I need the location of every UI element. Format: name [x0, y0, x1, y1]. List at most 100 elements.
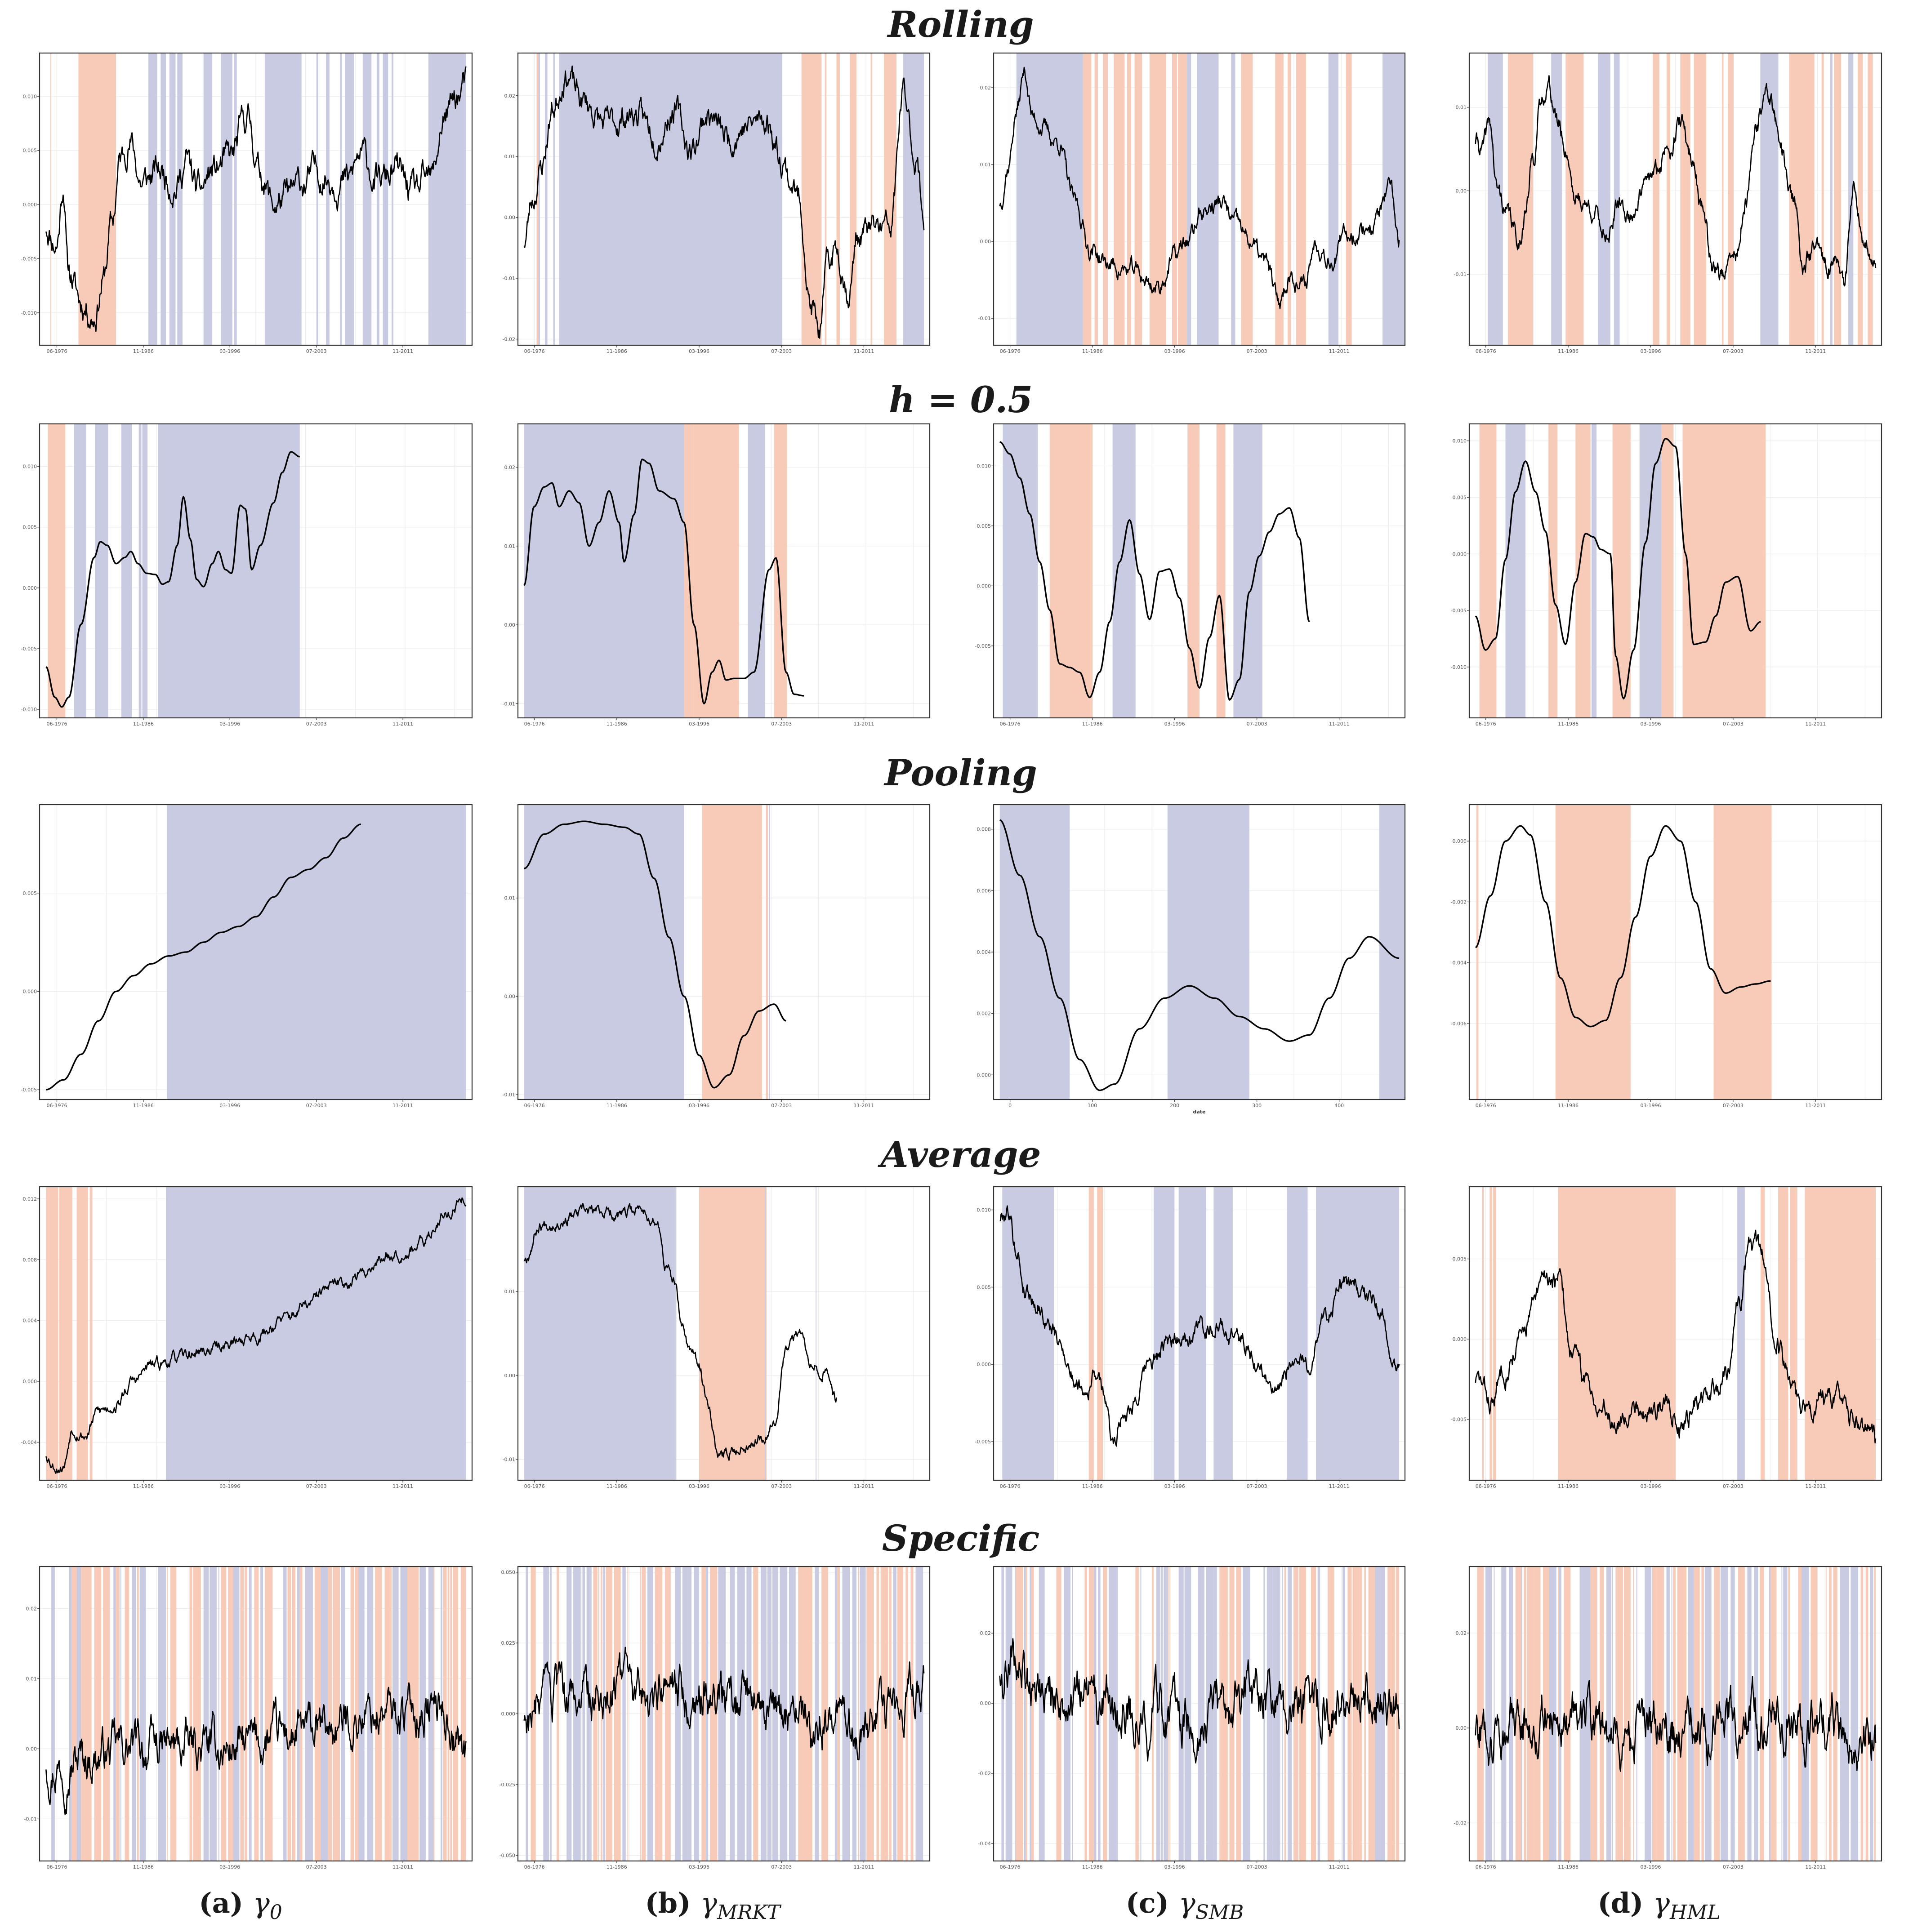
series-line [46, 824, 361, 1091]
caption-label-b: (b) [645, 1887, 691, 1919]
x-tick-label: 11-1986 [1558, 721, 1579, 727]
y-tick-label: 0.01 [504, 543, 516, 549]
negative-band [1084, 1567, 1088, 1861]
x-tick-label: 03-1996 [689, 721, 709, 727]
positive-band [221, 53, 232, 345]
negative-band [774, 424, 787, 718]
positive-band [1231, 53, 1235, 345]
panel-frame [993, 1186, 1406, 1481]
positive-band [1093, 1567, 1097, 1861]
panel-frame [39, 423, 473, 719]
x-tick-label: 07-2003 [1723, 1864, 1744, 1870]
negative-band [1778, 1187, 1788, 1480]
negative-band [640, 1567, 641, 1861]
positive-band [1783, 1567, 1788, 1861]
positive-band [138, 424, 142, 718]
x-tick-label: 03-1996 [1640, 721, 1661, 727]
x-tick-label: 11-2011 [1329, 1864, 1350, 1870]
positive-band [1521, 1567, 1522, 1861]
negative-band [1219, 1567, 1221, 1861]
positive-band [893, 1567, 896, 1861]
negative-band [556, 1567, 559, 1861]
positive-band [1316, 1187, 1400, 1480]
negative-band [1682, 424, 1766, 718]
negative-band [1135, 1567, 1139, 1861]
negative-band [1177, 53, 1187, 345]
negative-band [1860, 1567, 1864, 1861]
negative-band [1590, 1567, 1597, 1861]
positive-band [345, 53, 354, 345]
y-tick-label: -0.005 [1451, 608, 1467, 614]
y-tick-label: -0.01 [978, 316, 991, 321]
negative-band [1352, 1567, 1360, 1861]
y-tick-label: 0.01 [504, 154, 516, 160]
negative-band [1479, 424, 1497, 718]
caption-gamma-0: (a) γ0 [199, 1887, 282, 1924]
negative-band [1518, 1567, 1521, 1861]
negative-band [245, 1567, 247, 1861]
positive-band [1508, 1567, 1513, 1861]
x-tick-label: 06-1976 [1000, 1864, 1021, 1870]
negative-band [1220, 1567, 1222, 1861]
positive-band [1030, 1567, 1032, 1861]
positive-band [647, 53, 649, 345]
x-tick-label: 03-1996 [689, 348, 709, 354]
negative-band [85, 1567, 92, 1861]
y-tick-label: 0.002 [977, 1011, 991, 1017]
positive-band [545, 53, 548, 345]
negative-band [1760, 1567, 1764, 1861]
panel-2-3: -0.006 -0.004 -0.002 0.000 06-1976 11-1986 03-… [1451, 804, 1882, 1108]
x-tick-label: 06-1976 [524, 721, 545, 727]
y-tick-label: -0.01 [503, 701, 515, 707]
row-title-specific: Specific [882, 1517, 1040, 1559]
negative-band [1104, 1567, 1107, 1861]
negative-band [1666, 53, 1670, 345]
y-tick-label: 0.000 [23, 585, 37, 591]
positive-band [148, 53, 157, 345]
negative-band [664, 1567, 671, 1861]
positive-band [76, 1567, 81, 1861]
x-tick-label: 100 [1088, 1103, 1097, 1108]
positive-band [400, 1567, 408, 1861]
positive-band [524, 1187, 676, 1480]
panel-frame [1468, 1186, 1882, 1481]
negative-band [287, 1567, 291, 1861]
positive-band [1112, 424, 1136, 718]
positive-band [769, 805, 770, 1100]
negative-band [702, 805, 762, 1100]
x-tick-label: 03-1996 [1164, 1864, 1185, 1870]
negative-band [1387, 1567, 1395, 1861]
positive-band [1024, 1567, 1026, 1861]
x-tick-label: 11-2011 [853, 1103, 874, 1108]
positive-band [358, 1567, 365, 1861]
panel-frame [1468, 1566, 1882, 1862]
y-tick-label: -0.010 [21, 707, 37, 712]
negative-band [1868, 53, 1873, 345]
y-tick-label: -0.006 [1451, 1021, 1467, 1027]
positive-band [1607, 1567, 1612, 1861]
negative-band [355, 1567, 359, 1861]
x-tick-label: 200 [1170, 1103, 1179, 1108]
row-title-average: Average [877, 1133, 1041, 1175]
negative-band [221, 1567, 227, 1861]
negative-band [1661, 424, 1674, 718]
panel-4-2: -0.04 -0.02 0.00 0.02 06-1976 11-1986 03-1996 0… [978, 1566, 1406, 1870]
y-tick-label: -0.005 [21, 1087, 37, 1093]
y-tick-label: -0.01 [503, 1092, 515, 1098]
positive-band [1156, 1567, 1160, 1861]
negative-band [1677, 1567, 1684, 1861]
y-tick-label: 0.004 [977, 949, 991, 955]
y-tick-label: 0.00 [1456, 188, 1467, 194]
x-tick-label: 07-2003 [771, 721, 792, 727]
x-tick-label: 11-1986 [1558, 348, 1579, 354]
panel-3-2: -0.005 0.000 0.005 0.010 06-1976 11-1986 03-19… [975, 1186, 1406, 1489]
y-tick-label: -0.02 [1454, 1820, 1467, 1826]
x-tick-label: 03-1996 [219, 1483, 240, 1489]
negative-band [1480, 1567, 1484, 1861]
positive-band [842, 1567, 850, 1861]
x-tick-label: 11-1986 [1558, 1864, 1579, 1870]
caption-sub-d: HML [1669, 1901, 1721, 1924]
y-tick-label: 0.000 [1453, 838, 1467, 844]
positive-band [285, 1567, 287, 1861]
y-tick-label: 0.00 [504, 215, 516, 221]
